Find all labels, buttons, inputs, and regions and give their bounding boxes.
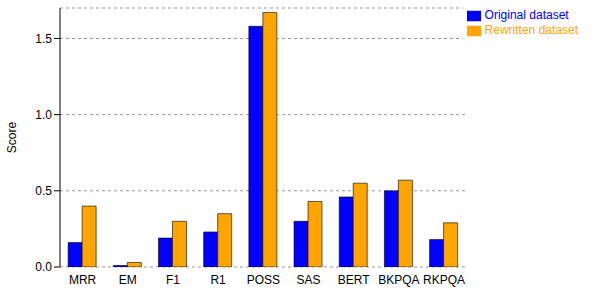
svg-text:POSS: POSS [247,273,280,287]
svg-text:1.5: 1.5 [35,32,52,46]
html-text:Rewritten dataset: Rewritten dataset [484,22,578,37]
svg-text:0.0: 0.0 [35,260,52,274]
svg-text:BERT: BERT [338,273,370,287]
html-text:Original dataset: Original dataset [484,8,569,22]
svg-text:F1: F1 [166,273,180,287]
svg-text:R1: R1 [210,273,226,287]
svg-text:0.5: 0.5 [35,184,52,198]
svg-text:SAS: SAS [296,273,320,287]
svg-text:1.0: 1.0 [35,108,52,122]
svg-text:EM: EM [119,273,137,287]
svg-text:RKPQA: RKPQA [423,273,465,287]
svg-text:MRR: MRR [69,273,97,287]
svg-text:Score: Score [8,122,19,154]
svg-text:BKPQA: BKPQA [378,273,419,287]
